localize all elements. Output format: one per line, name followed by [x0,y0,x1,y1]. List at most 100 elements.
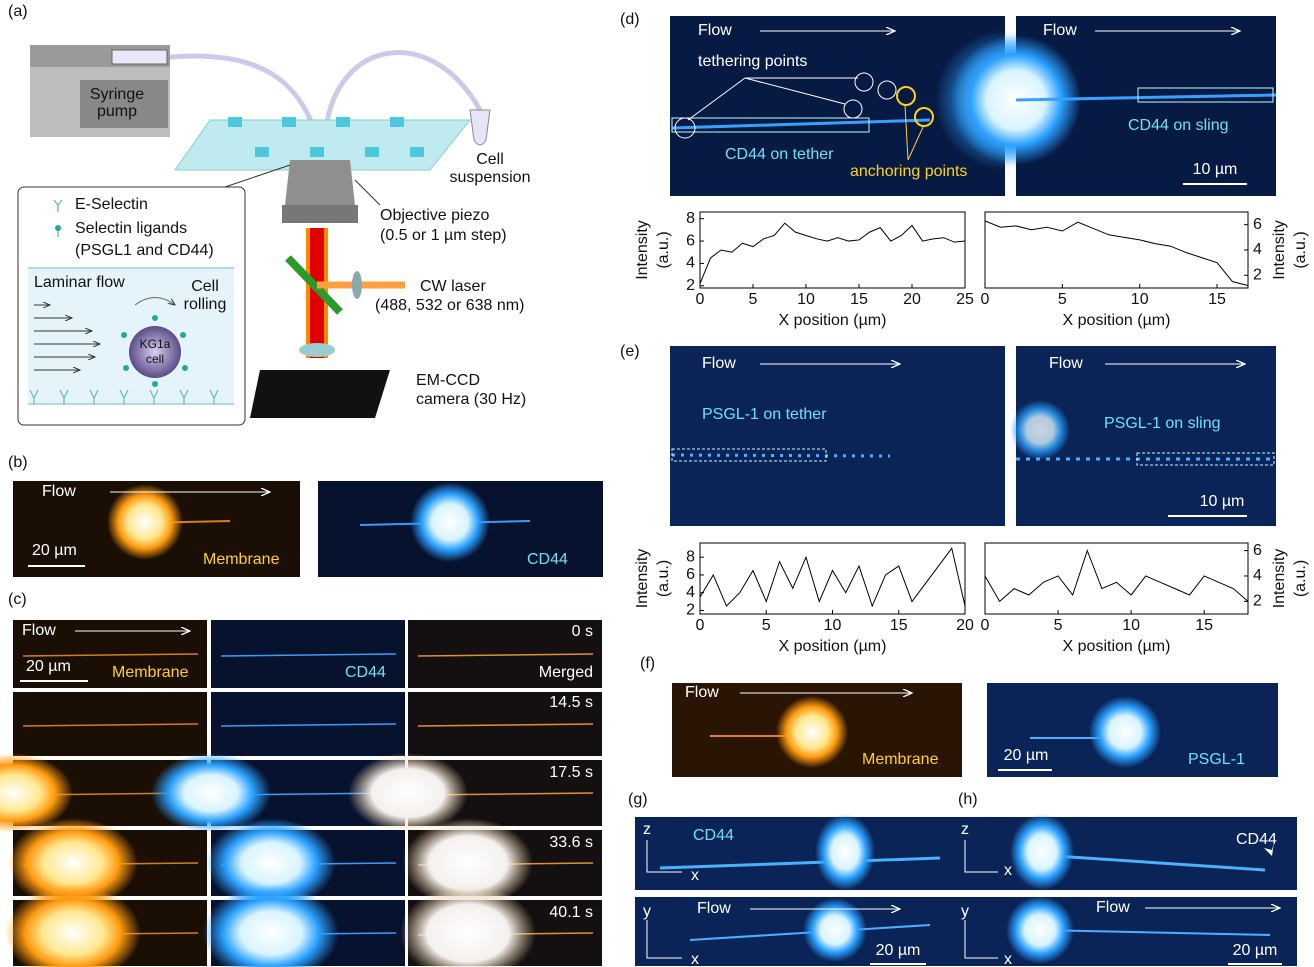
label: Flow [698,22,732,39]
decor [1006,896,1074,964]
x-tick-label: 15 [890,617,908,634]
y-tick-label: 6 [686,566,695,583]
label: PSGL-1 on sling [1104,415,1221,432]
decor [1010,400,1070,460]
profile-line [700,223,965,283]
cell [203,885,339,967]
label: (d) [620,11,640,28]
label: cell [146,352,164,366]
label: CD44 on sling [1128,117,1229,134]
label: PSGL-1 on tether [702,406,827,423]
label: Selectin ligands [75,220,187,237]
label: pump [97,103,137,120]
label: CW laser [420,278,486,295]
y-axis-label: Intensity [1271,220,1288,280]
label: 14.5 s [549,694,593,711]
label: E-Selectin [75,196,148,213]
label: (488, 532 or 638 nm) [375,297,524,314]
x-tick-label: 5 [749,291,758,308]
plot-frame [700,543,965,614]
x-tick-label: 10 [797,291,815,308]
decor [228,117,242,127]
label: rolling [184,296,227,313]
label: Membrane [862,751,939,768]
x-tick-label: 15 [1208,291,1226,308]
label: y [643,903,651,920]
x-tick-label: 10 [1122,617,1140,634]
label: Membrane [112,664,189,681]
page: {"a":{"label":"(a)","syringe":["Syringe"… [0,0,1314,967]
label: 20 µm [1004,747,1049,764]
label: Flow [1049,355,1083,372]
y-axis-label: (a.u.) [655,560,672,597]
label: Flow [697,900,731,917]
decor [1089,696,1161,768]
label: Cell [476,151,504,168]
x-tick-label: 20 [903,291,921,308]
label: z [961,821,969,838]
y-axis-label: (a.u.) [655,231,672,268]
label: EM-CCD [416,372,480,389]
decor [299,343,335,357]
x-tick-label: 20 [956,617,974,634]
label: Flow [1043,22,1077,39]
label: Objective piezo [380,207,489,224]
label: Flow [1096,899,1130,916]
decor [152,315,158,321]
label: 33.6 s [549,834,593,851]
label: (f) [640,655,655,672]
decor [255,147,269,157]
label: x [1004,951,1012,967]
decor [0,620,602,967]
figure: (a) Syringepump Cellsuspension Objective… [0,0,1314,967]
decor [152,381,158,387]
decor [112,50,167,64]
label: 40.1 s [549,904,593,921]
label: camera (30 Hz) [416,391,526,408]
y-tick-label: 4 [686,255,695,272]
label: (h) [958,791,978,808]
label: Merged [539,664,593,681]
decor [282,205,358,223]
decor [336,117,350,127]
decor [670,346,1005,526]
label: (e) [620,343,640,360]
decor [470,110,490,145]
x-tick-label: 15 [1195,617,1213,634]
label: (c) [8,591,27,608]
label: KG1a [140,337,171,351]
cell [5,885,141,967]
decor [123,365,129,371]
label: PSGL-1 [1188,751,1245,768]
label: Membrane [203,551,280,568]
label: Flow [22,622,56,639]
label: z [643,821,651,838]
decor [121,332,127,338]
decor [55,225,61,231]
label: suspension [450,169,531,186]
cell [400,885,536,967]
x-axis-label: X position (µm) [1063,638,1171,655]
label: CD44 on tether [725,146,834,163]
label: (0.5 or 1 µm step) [380,227,507,244]
label: 20 µm [32,542,77,559]
y-axis-label: (a.u.) [1292,231,1309,268]
y-tick-label: 8 [686,210,695,227]
y-tick-label: 4 [1253,241,1262,258]
label: (PSGL1 and CD44) [75,242,214,259]
label: 20 µm [1233,942,1278,959]
label: Cell [191,278,219,295]
x-axis-label: X position (µm) [779,312,887,329]
x-tick-label: 5 [1058,291,1067,308]
decor [390,117,404,127]
decor [410,147,424,157]
decor [355,180,380,205]
label: 0 s [572,623,593,640]
y-axis-label: Intensity [634,549,651,609]
label: CD44 [345,664,386,681]
y-axis-label: (a.u.) [1292,560,1309,597]
decor [310,147,324,157]
y-axis-label: Intensity [1271,549,1288,609]
x-tick-label: 0 [696,617,705,634]
label: 10 µm [1200,493,1245,510]
